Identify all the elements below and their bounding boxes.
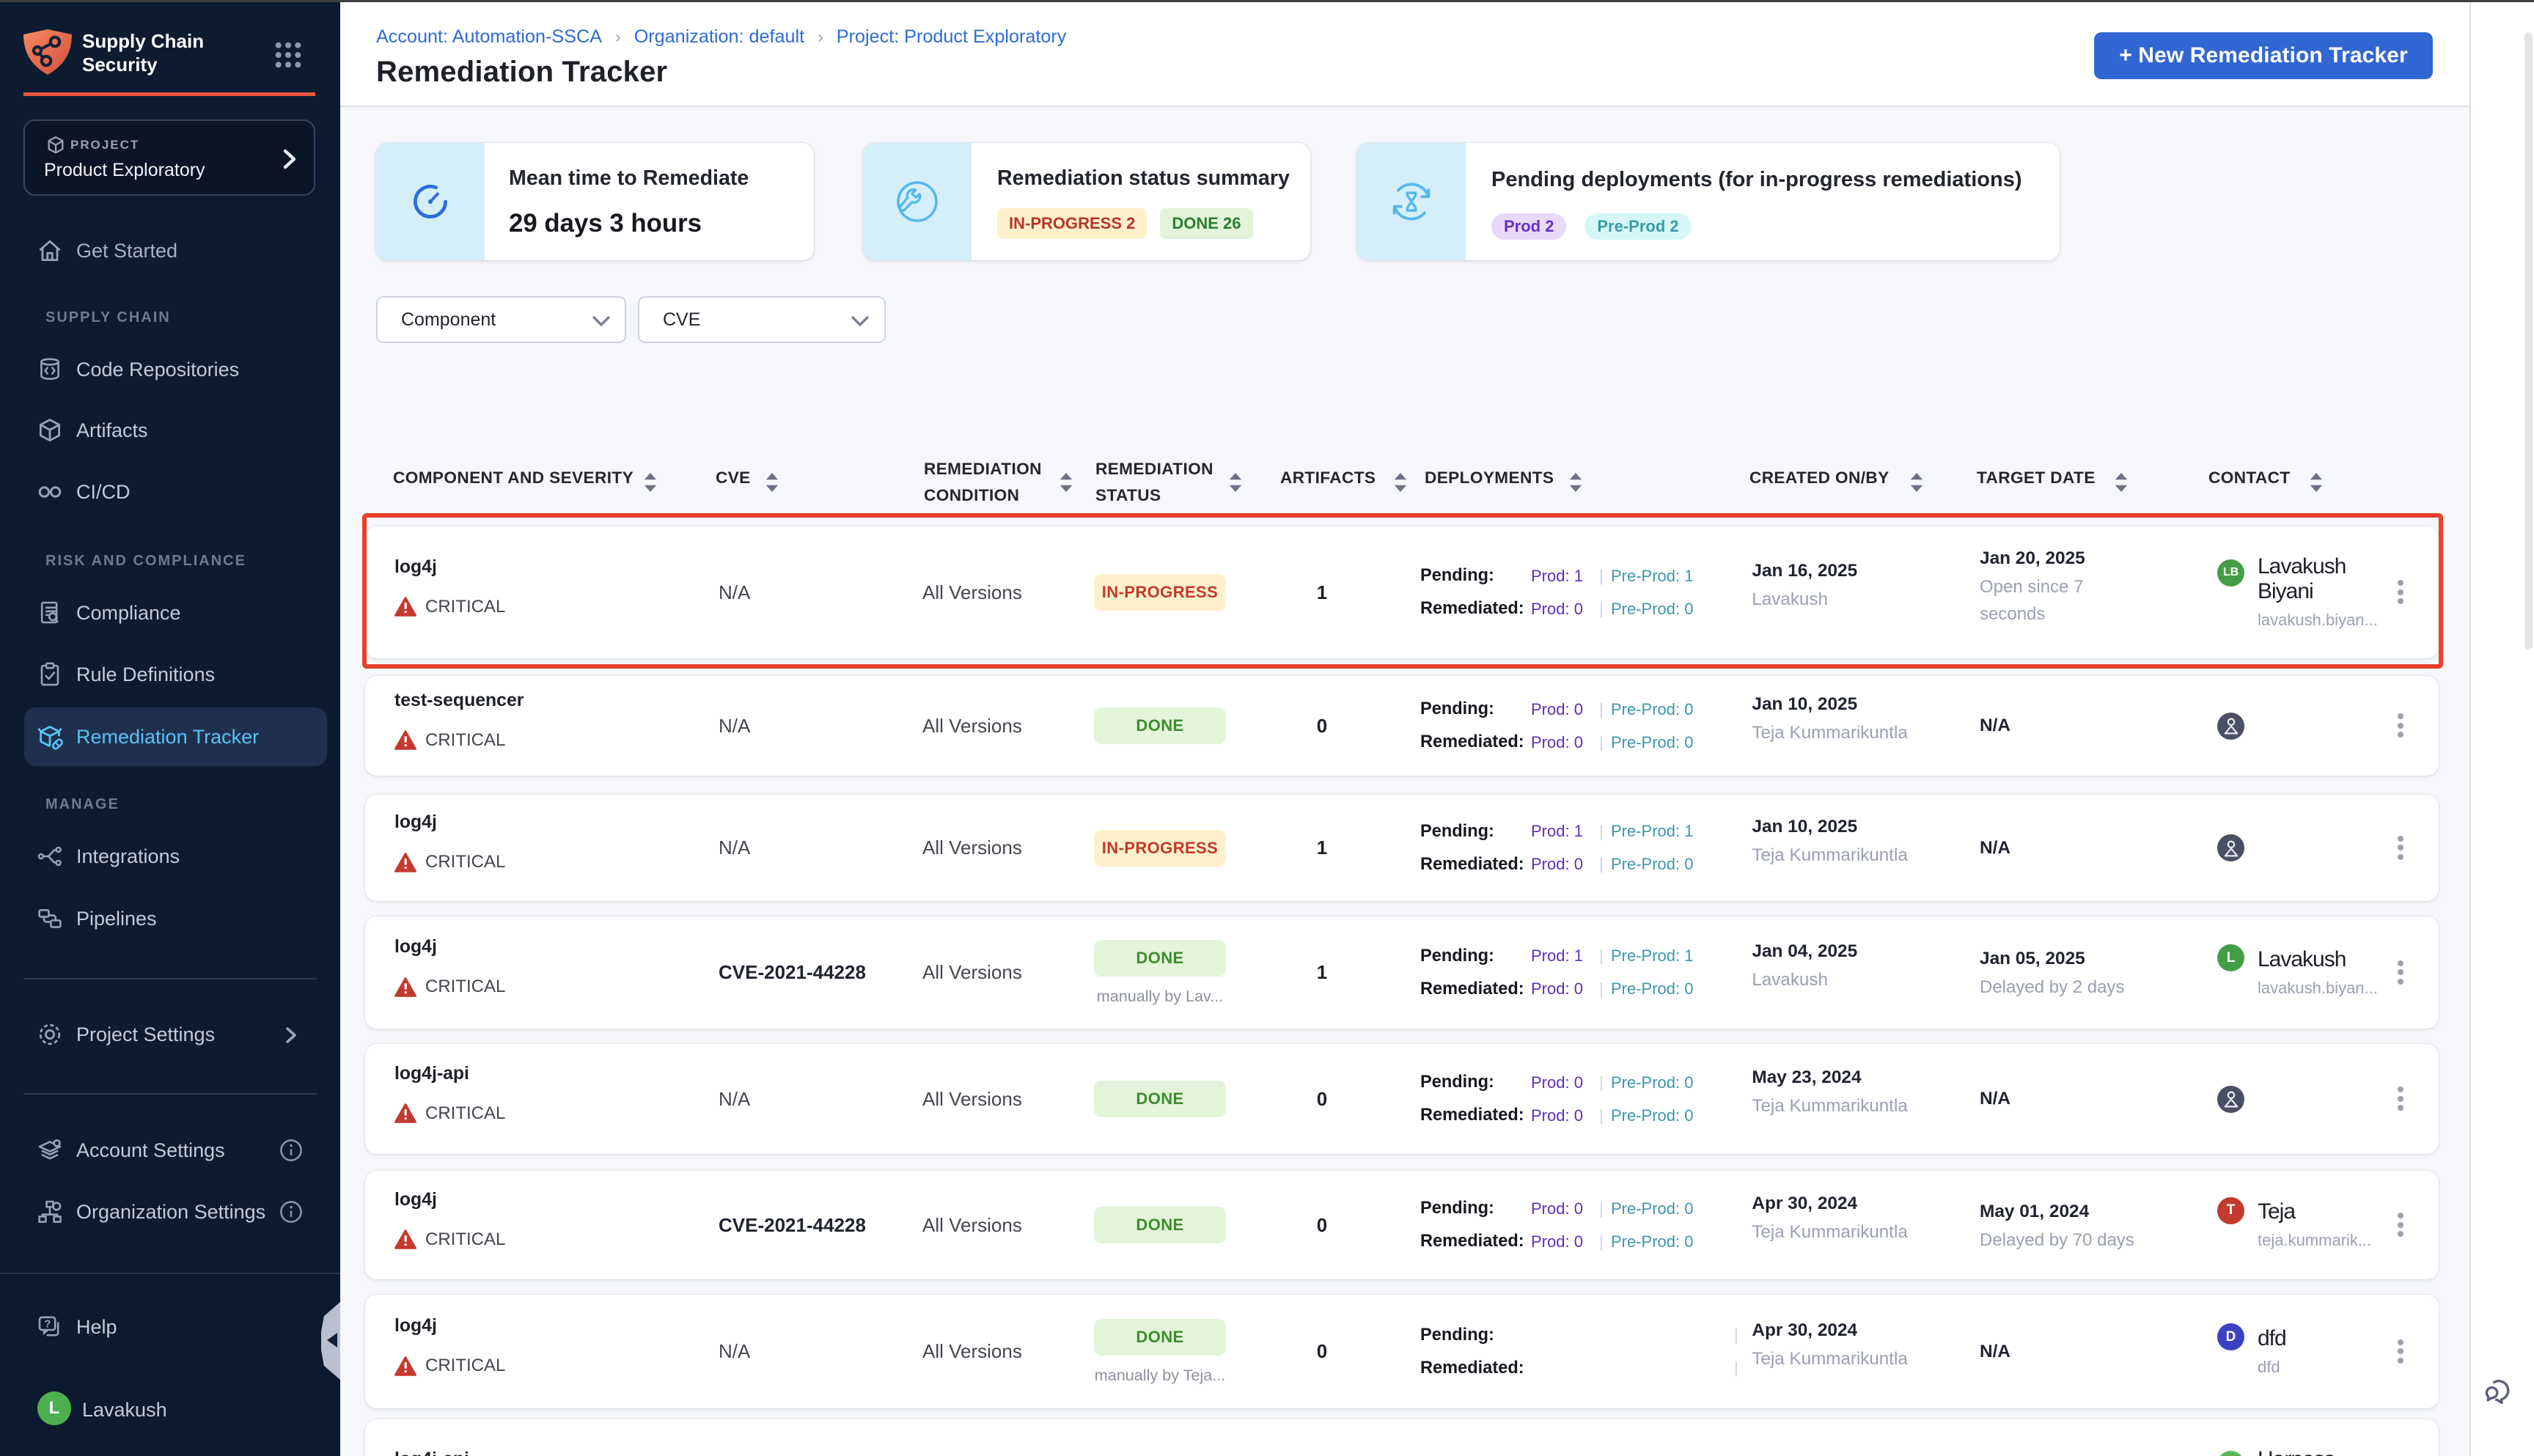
svg-text:?: ? <box>44 1317 51 1330</box>
